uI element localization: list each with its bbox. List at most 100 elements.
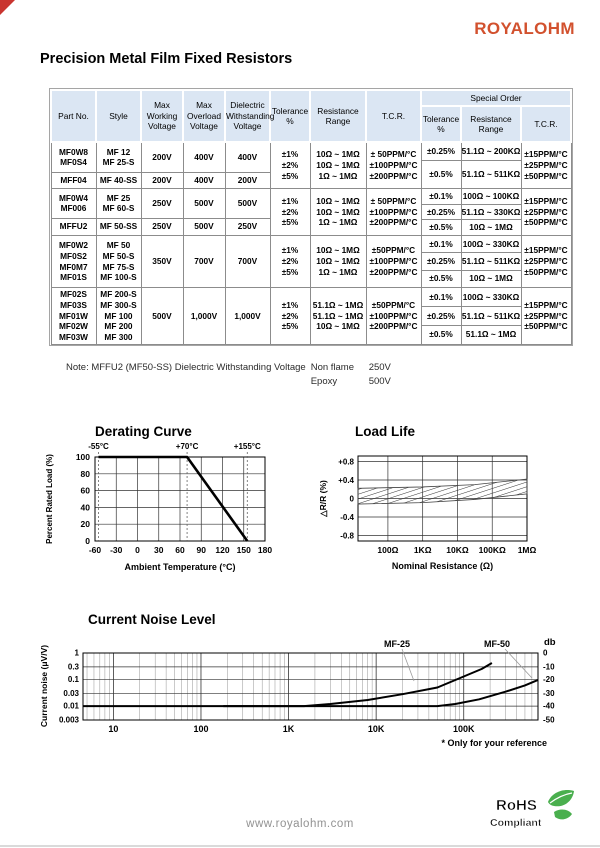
svg-text:20: 20: [81, 519, 91, 529]
svg-text:MF-25: MF-25: [384, 639, 410, 649]
derating-chart-title: Derating Curve: [95, 424, 192, 439]
table-cell: 700V: [224, 235, 271, 288]
svg-text:Ambient Temperature (°C): Ambient Temperature (°C): [125, 562, 236, 572]
cell-text: 500V: [194, 221, 214, 232]
table-cell: 100Ω ~ 330KΩ 51.1Ω ~ 511KΩ 10Ω ~ 1MΩ: [460, 235, 522, 288]
table-cell: 10Ω ~ 1MΩ 10Ω ~ 1MΩ 1Ω ~ 1MΩ: [309, 235, 367, 288]
table-cell: MF 200-S MF 300-S MF 100 MF 200 MF 300: [95, 287, 142, 345]
svg-text:0.1: 0.1: [68, 675, 80, 684]
cell-text: 200V: [152, 174, 172, 185]
cell-text: MFFU2: [59, 221, 88, 232]
svg-text:180: 180: [258, 545, 272, 555]
svg-text:-55°C: -55°C: [88, 442, 109, 451]
table-cell: MF0W2 MF0S2 MF0M7 MF01S: [50, 235, 97, 288]
svg-text:100KΩ: 100KΩ: [479, 545, 506, 555]
load-life-chart: 100Ω 1KΩ 10KΩ 100KΩ 1MΩ +0.8 +0.4 0 -0.4 -0.8 Nomi…: [318, 455, 537, 571]
svg-text:1: 1: [75, 649, 80, 658]
cell-text: 51.1Ω ~ 330KΩ: [461, 205, 521, 221]
table-cell: ±50PPM/°C ±100PPM/°C ±200PPM/°C: [365, 235, 422, 288]
cell-text: 10Ω ~ 1MΩ: [469, 222, 513, 233]
royalohm-logo: ROYALOHM: [474, 19, 575, 38]
cell-text: 51.1Ω ~ 1MΩ: [465, 328, 517, 339]
table-cell: ±1% ±2% ±5%: [269, 141, 311, 189]
svg-text:0.03: 0.03: [63, 689, 79, 698]
svg-text:0.003: 0.003: [59, 715, 80, 724]
svg-text:* Only for your reference: * Only for your reference: [441, 738, 547, 748]
svg-text:db: db: [544, 637, 556, 648]
cell-text: 10Ω ~ 1MΩ: [469, 273, 513, 284]
cell-text: 500V: [183, 189, 225, 219]
svg-text:△R/R (%): △R/R (%): [318, 480, 328, 518]
table-cell: MF 25 MF 60-S MF 50-SS: [95, 188, 142, 236]
svg-text:-10: -10: [543, 662, 555, 671]
svg-text:1MΩ: 1MΩ: [518, 545, 537, 555]
table-header-cell: Part No.: [50, 89, 97, 143]
svg-text:40: 40: [81, 502, 91, 512]
cell-text: 100Ω ~ 330KΩ: [461, 289, 521, 308]
svg-text:90: 90: [197, 545, 207, 555]
table-cell: 10Ω ~ 1MΩ 10Ω ~ 1MΩ 1Ω ~ 1MΩ: [309, 141, 367, 189]
svg-text:0: 0: [350, 495, 355, 504]
svg-text:Current noise (μV/V): Current noise (μV/V): [39, 645, 49, 727]
cell-text: MFF04: [60, 174, 87, 185]
svg-text:+0.4: +0.4: [338, 476, 354, 485]
load-life-chart-title: Load Life: [355, 424, 415, 439]
table-cell: 1,000V: [182, 287, 226, 345]
cell-text: MF 40-SS: [99, 174, 138, 185]
table-cell: 500V 500V: [182, 188, 226, 236]
note: Note: MFFU2 (MF50-SS) Dielectric Withsta…: [66, 361, 403, 388]
table-cell: ±15PPM/°C ±25PPM/°C ±50PPM/°C: [520, 287, 572, 345]
cell-text: MF 12 MF 25-S: [96, 143, 141, 173]
table-cell: 51.1Ω ~ 200KΩ 51.1Ω ~ 511KΩ: [460, 141, 522, 189]
rohs-text: RoHS: [496, 797, 537, 814]
cell-text: ±0.5%: [429, 328, 453, 339]
table-header-cell: Style: [95, 89, 142, 143]
table-cell: ±15PPM/°C ±25PPM/°C ±50PPM/°C: [520, 188, 572, 236]
table-header-cell: Resistance Range: [309, 89, 367, 143]
table-cell: 10Ω ~ 1MΩ 10Ω ~ 1MΩ 1Ω ~ 1MΩ: [309, 188, 367, 236]
svg-text:10: 10: [108, 724, 118, 734]
table-header-cell: T.C.R.: [520, 105, 572, 143]
table-cell: MF 12 MF 25-S MF 40-SS: [95, 141, 142, 189]
svg-text:0: 0: [135, 545, 140, 555]
table-cell: 51.1Ω ~ 1MΩ 51.1Ω ~ 1MΩ 10Ω ~ 1MΩ: [309, 287, 367, 345]
cell-text: 250V: [237, 221, 258, 232]
footer-url: www.royalohm.com: [246, 818, 354, 830]
svg-text:0.3: 0.3: [68, 662, 80, 671]
table-cell: MF02S MF03S MF01W MF02W MF03W: [50, 287, 97, 345]
cell-text: MF0W8 MF0S4: [51, 143, 96, 173]
svg-text:150: 150: [237, 545, 251, 555]
cell-text: MF0W4 MF006: [51, 189, 96, 219]
svg-text:60: 60: [175, 545, 185, 555]
rohs-logo: RoHS Compliant: [490, 790, 574, 829]
specs-table: Part No. Style Max Working Voltage Max O…: [49, 88, 573, 346]
svg-text:-50: -50: [543, 715, 555, 724]
cell-text: ±0.25%: [421, 205, 461, 221]
svg-text:1K: 1K: [283, 724, 295, 734]
svg-text:-20: -20: [543, 675, 555, 684]
svg-text:-0.8: -0.8: [340, 532, 354, 541]
svg-text:30: 30: [154, 545, 164, 555]
table-cell: 400V 400V: [182, 141, 226, 189]
table-cell: 400V 200V: [224, 141, 271, 189]
svg-text:100: 100: [76, 452, 90, 462]
cell-text: 51.1Ω ~ 200KΩ: [461, 143, 521, 162]
note-key: Non flame: [310, 362, 355, 373]
rohs-compliant-text: Compliant: [490, 817, 542, 829]
svg-text:Nominal Resistance (Ω): Nominal Resistance (Ω): [392, 561, 493, 571]
table-header-cell: Tolerance %: [420, 105, 462, 143]
cell-text: ±0.25%: [421, 253, 461, 271]
cell-text: ±0.25%: [421, 307, 461, 326]
svg-text:-30: -30: [543, 689, 555, 698]
svg-text:100: 100: [193, 724, 208, 734]
table-cell: ±0.1% ±0.25% ±0.5%: [420, 188, 462, 236]
svg-text:0: 0: [543, 649, 548, 658]
table-cell: MF 50 MF 50-S MF 75-S MF 100-S: [95, 235, 142, 288]
table-header-special-order: Special Order: [420, 89, 572, 107]
table-cell: 1,000V: [224, 287, 271, 345]
page-title: Precision Metal Film Fixed Resistors: [40, 51, 293, 67]
svg-text:+155°C: +155°C: [234, 442, 261, 451]
table-cell: 100Ω ~ 100KΩ 51.1Ω ~ 330KΩ 10Ω ~ 1MΩ: [460, 188, 522, 236]
